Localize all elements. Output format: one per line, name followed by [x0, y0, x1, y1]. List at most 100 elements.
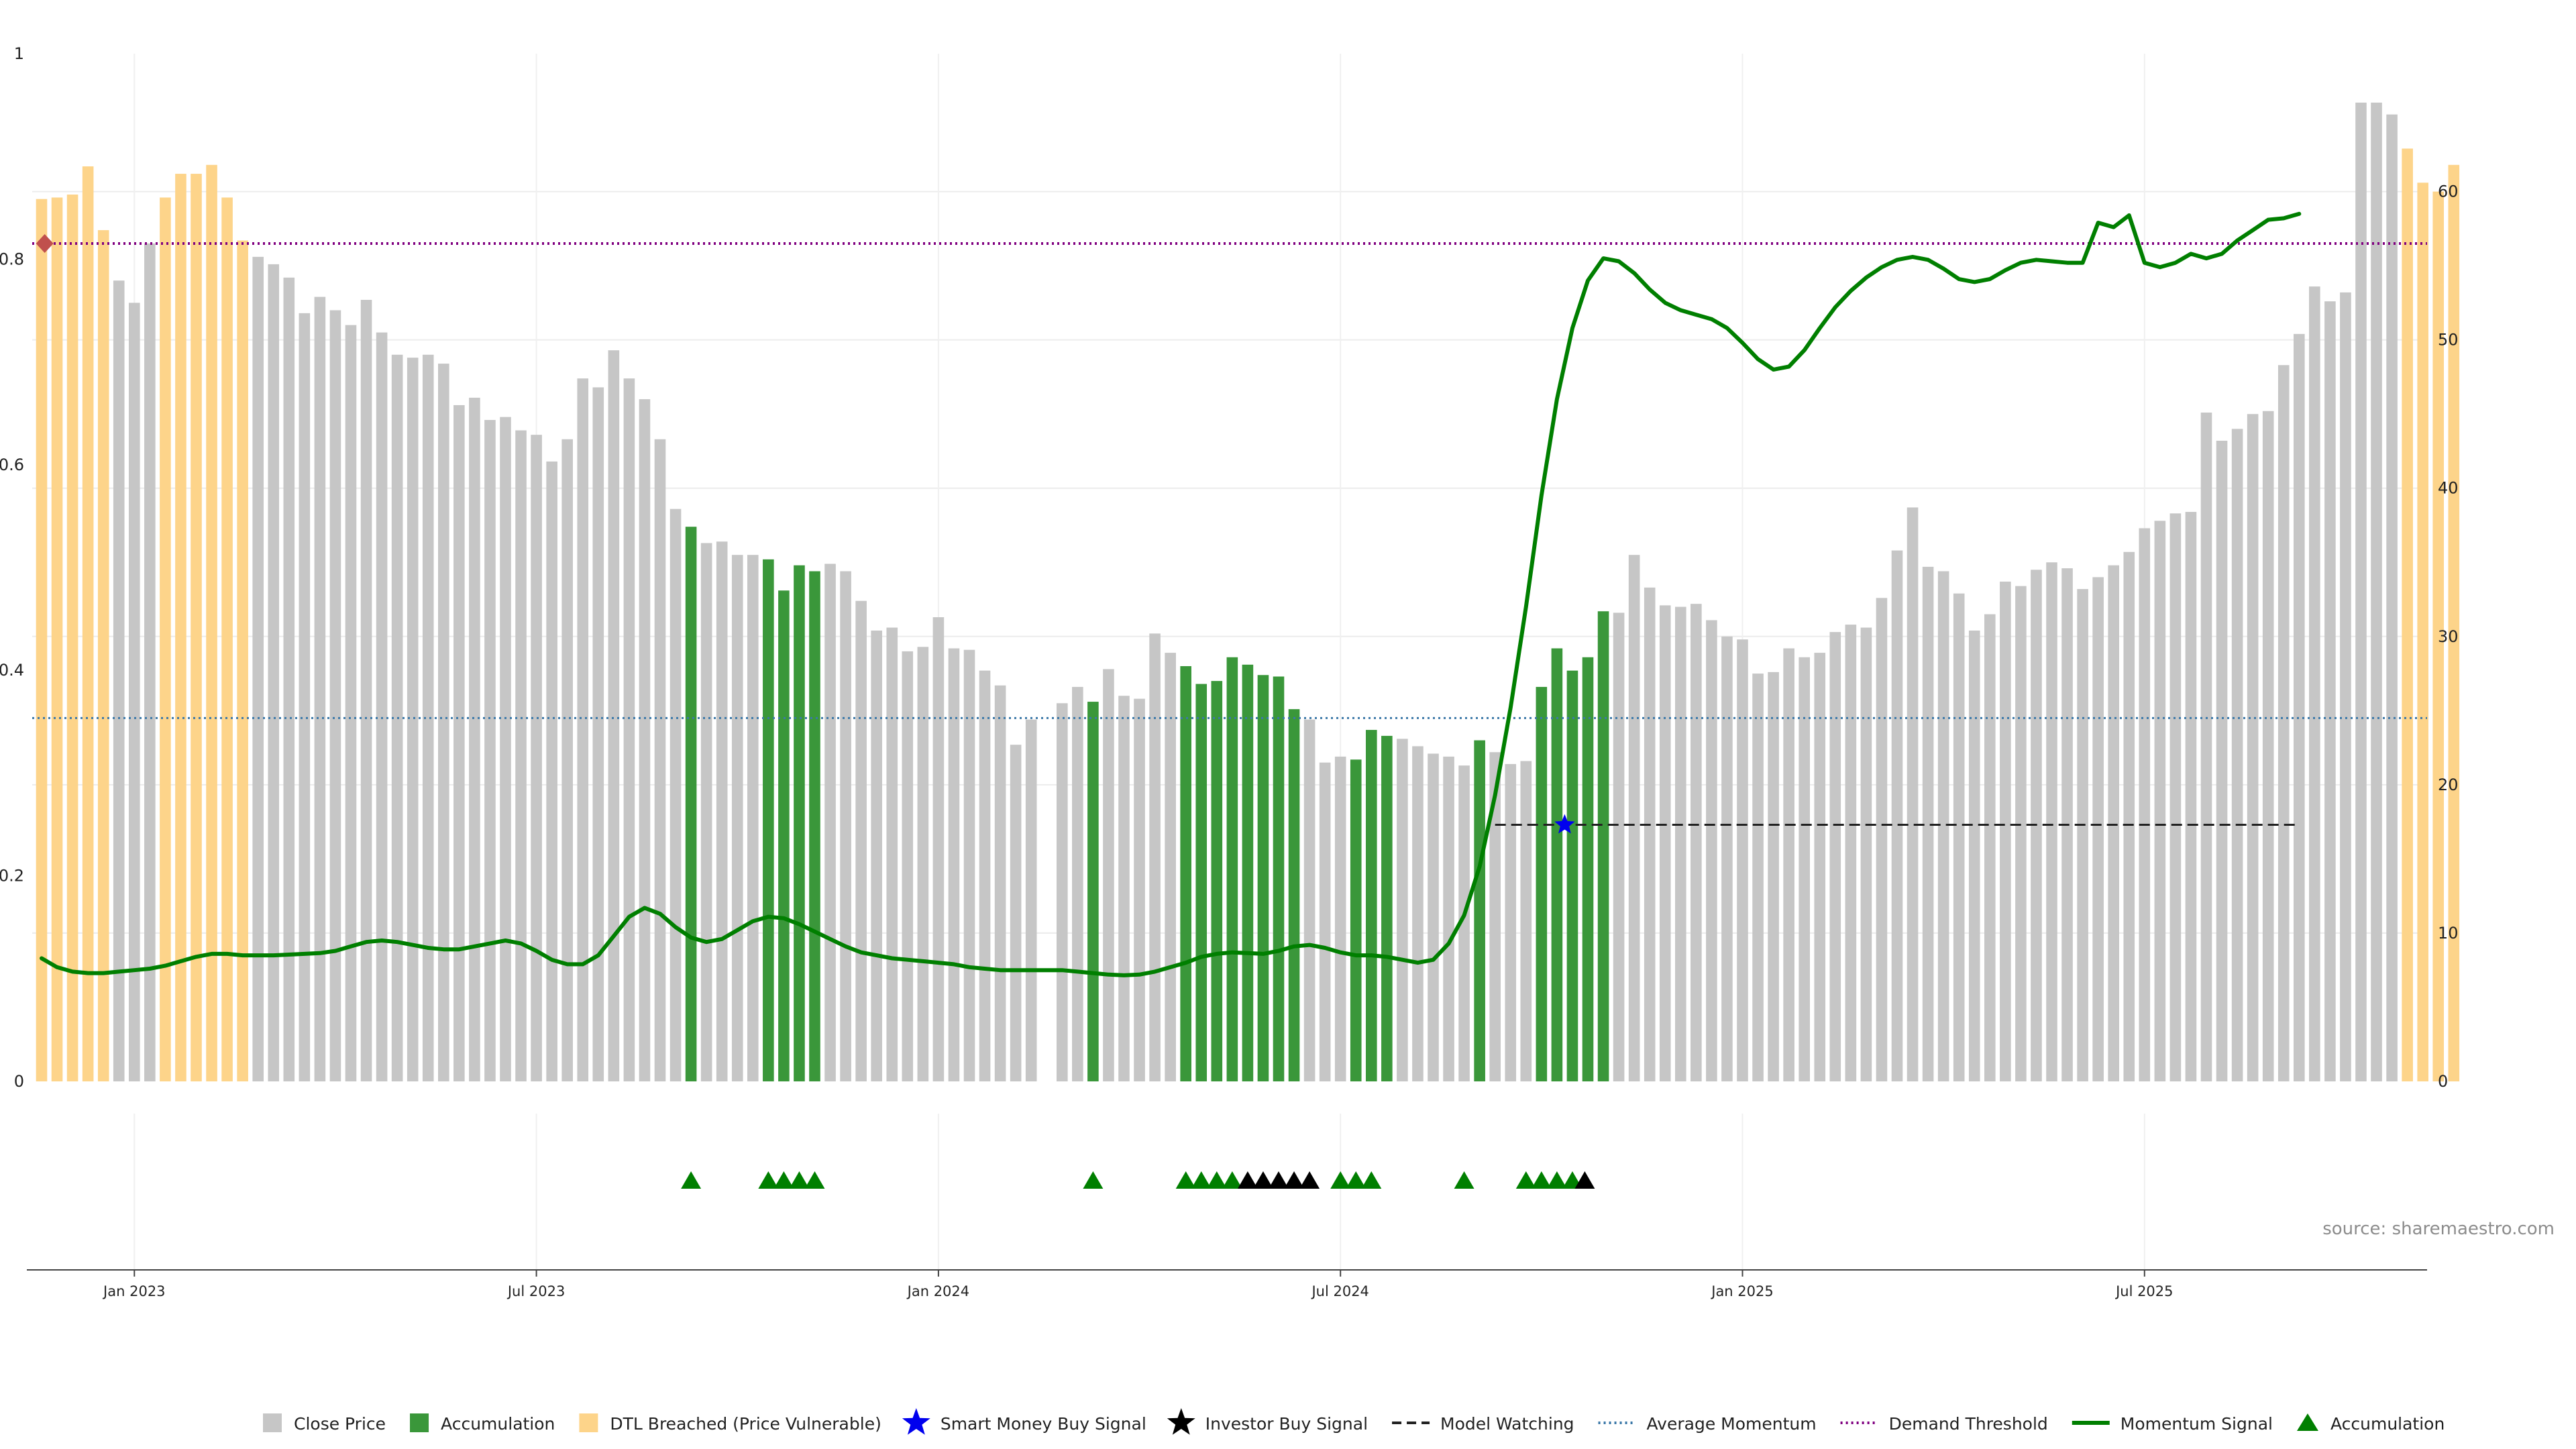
left-tick-label: 0.8: [0, 250, 24, 268]
legend-item: Accumulation: [2296, 1413, 2445, 1434]
close-price-bar: [453, 405, 465, 1081]
close-price-bar: [1628, 555, 1640, 1081]
accumulation-bar: [778, 590, 790, 1081]
right-tick-label: 50: [2438, 331, 2459, 350]
close-price-bar: [2277, 365, 2290, 1081]
accumulation-marker: [1361, 1171, 1382, 1189]
accumulation-bar: [1366, 730, 1377, 1081]
smart-money-star: [1554, 814, 1575, 834]
close-price-bar: [639, 399, 651, 1081]
close-price-bar: [1134, 698, 1145, 1081]
accumulation-bar: [809, 571, 820, 1081]
legend-label: Momentum Signal: [2121, 1414, 2273, 1434]
close-price-bar: [546, 461, 557, 1081]
close-price-bar: [840, 571, 851, 1081]
legend-swatch: [263, 1413, 282, 1432]
close-price-bar: [979, 670, 991, 1081]
legend-swatch: [579, 1413, 598, 1432]
close-price-bar: [1458, 765, 1470, 1081]
signal-lines: [32, 211, 2427, 977]
close-price-bar: [407, 358, 419, 1082]
close-price-bar: [283, 277, 295, 1082]
close-price-bar: [438, 364, 449, 1081]
right-axis-ticks: 0 10 20 30 40 50 60: [2438, 182, 2459, 1091]
accumulation-marker: [1531, 1171, 1552, 1189]
legend-item: DTL Breached (Price Vulnerable): [579, 1413, 881, 1434]
close-price-bar: [1057, 703, 1068, 1081]
close-price-bar: [1922, 566, 1934, 1081]
close-price-bar: [2309, 286, 2320, 1082]
close-price-bar: [1319, 762, 1331, 1081]
close-price-bar: [1907, 507, 1919, 1081]
dtl-breached-bar: [206, 164, 217, 1081]
legend-label: Accumulation: [2330, 1414, 2445, 1434]
close-price-bar: [2169, 513, 2182, 1081]
accumulation-bar: [1597, 611, 1609, 1081]
close-price-bar: [994, 685, 1006, 1081]
accumulation-bar: [1350, 759, 1362, 1081]
dtl-breached-bar: [2448, 164, 2460, 1081]
accumulation-bar: [1195, 684, 1208, 1081]
accumulation-bar: [1211, 681, 1223, 1081]
accumulation-marker: [773, 1171, 794, 1189]
close-price-bar: [422, 354, 434, 1081]
close-price-bar: [1613, 612, 1625, 1081]
legend-item: Demand Threshold: [1840, 1414, 2048, 1434]
close-price-bar: [2231, 429, 2243, 1081]
close-price-bar: [329, 310, 341, 1082]
close-price-bar: [669, 508, 682, 1081]
close-price-bar: [1752, 674, 1764, 1081]
dtl-breached-bar: [175, 174, 186, 1081]
legend-item: Average Momentum: [1598, 1414, 1817, 1434]
close-price-bar: [2185, 512, 2197, 1081]
close-price-bar: [2139, 528, 2151, 1081]
accumulation-bar: [1536, 686, 1548, 1081]
right-tick-label: 60: [2438, 182, 2459, 201]
close-price-bar: [1010, 745, 1022, 1081]
close-price-bar: [1659, 605, 1671, 1081]
close-price-bar: [500, 417, 511, 1081]
close-price-bar: [2371, 102, 2382, 1081]
close-price-bar: [252, 256, 264, 1081]
accumulation-bar: [1087, 702, 1099, 1081]
close-price-bar: [1953, 593, 1965, 1081]
investor-marker: [1299, 1171, 1320, 1189]
legend-label: DTL Breached (Price Vulnerable): [610, 1414, 881, 1434]
close-price-bar: [2340, 292, 2351, 1081]
accumulation-marker: [681, 1171, 702, 1189]
close-price-bar: [1968, 630, 1980, 1081]
accumulation-marker: [789, 1171, 810, 1189]
accumulation-marker: [1206, 1171, 1227, 1189]
accumulation-marker: [1546, 1171, 1567, 1189]
dtl-breached-bar: [66, 195, 78, 1082]
close-price-bar: [268, 264, 280, 1082]
legend-swatch: [1167, 1408, 1195, 1435]
dtl-breached-bar: [2432, 191, 2445, 1082]
close-price-bar: [1165, 653, 1176, 1081]
legend-item: Close Price: [263, 1413, 386, 1434]
accumulation-marker: [1346, 1171, 1366, 1189]
right-tick-label: 40: [2438, 479, 2459, 498]
close-price-bar: [577, 378, 589, 1081]
legend-item: Smart Money Buy Signal: [902, 1408, 1146, 1435]
close-price-bar: [376, 332, 388, 1081]
right-tick-label: 30: [2438, 627, 2459, 646]
investor-marker: [1574, 1171, 1595, 1189]
close-price-bar: [1845, 625, 1857, 1081]
left-tick-label: 0: [14, 1072, 24, 1091]
close-price-bar: [299, 313, 311, 1082]
close-price-bar: [2247, 414, 2259, 1081]
dtl-breached-bar: [2417, 182, 2428, 1082]
accumulation-bar: [1242, 664, 1254, 1081]
dtl-breached-bar: [82, 166, 94, 1081]
close-price-bar: [1489, 752, 1501, 1081]
investor-marker: [1237, 1171, 1258, 1189]
accumulation-bar: [1551, 648, 1563, 1081]
legend-label: Demand Threshold: [1889, 1414, 2048, 1434]
close-price-bar: [1443, 756, 1454, 1081]
close-price-bar: [144, 243, 156, 1081]
close-price-bar: [886, 627, 898, 1081]
accumulation-marker: [758, 1171, 779, 1189]
close-price-bar: [2324, 301, 2336, 1082]
